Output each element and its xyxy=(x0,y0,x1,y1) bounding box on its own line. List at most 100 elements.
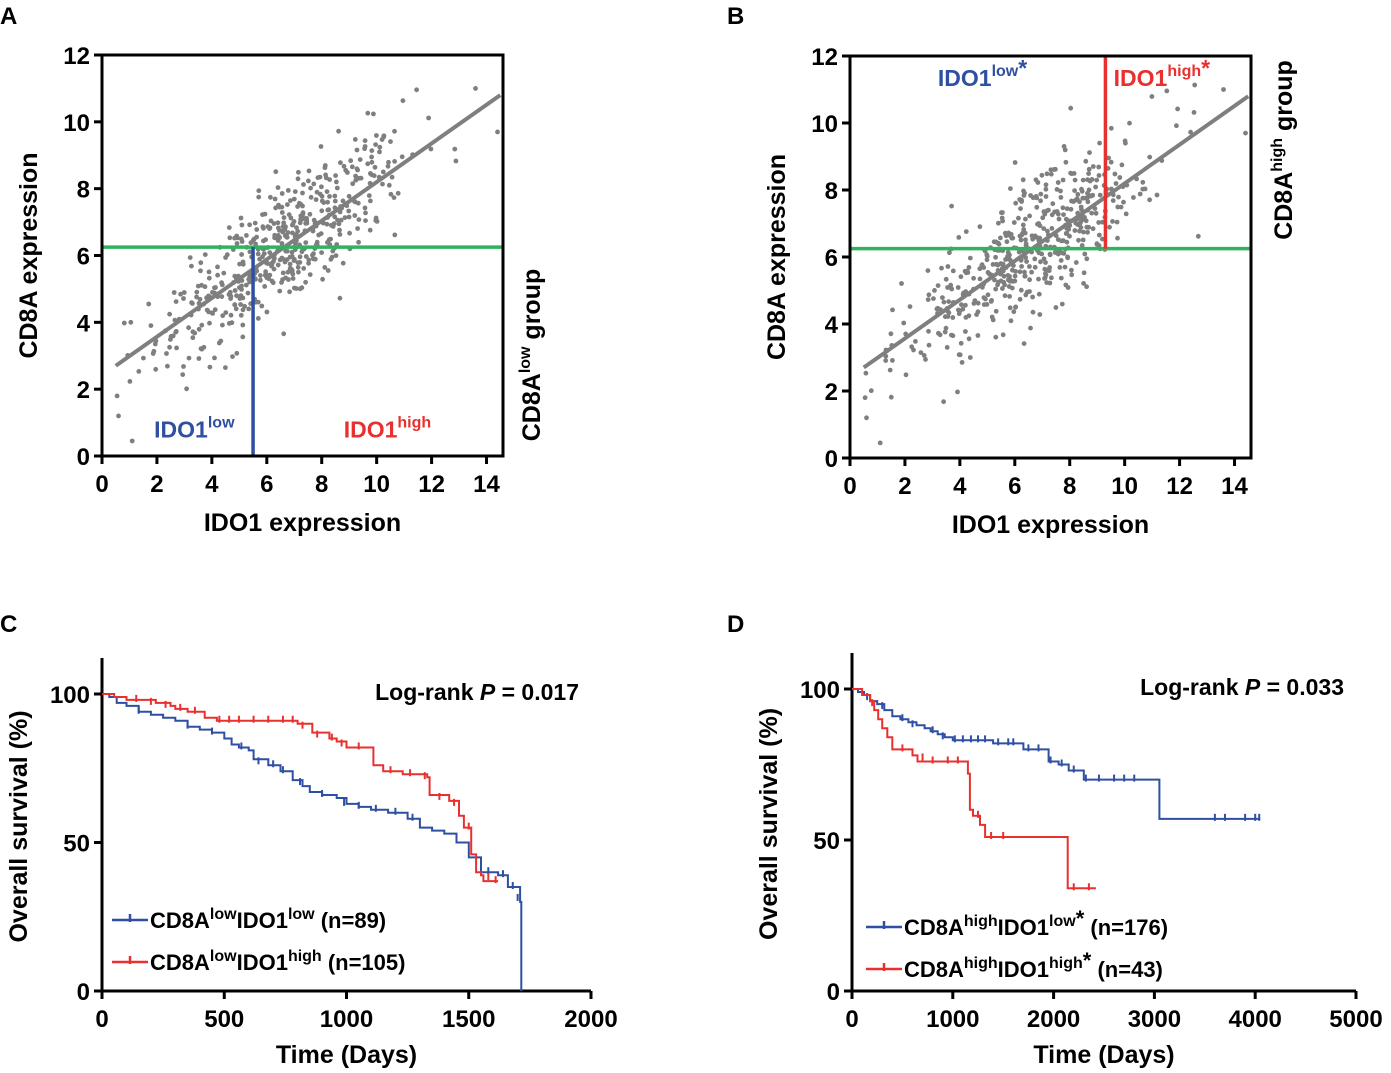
y-tick-label: 8 xyxy=(825,178,838,205)
scatter-point xyxy=(198,260,204,266)
scatter-point xyxy=(340,260,346,266)
scatter-points xyxy=(114,86,500,444)
scatter-point xyxy=(333,173,338,179)
survival-curve xyxy=(102,693,523,991)
scatter-point xyxy=(1082,251,1088,257)
scatter-point xyxy=(206,275,212,281)
scatter-point xyxy=(993,308,999,314)
scatter-point xyxy=(350,181,356,187)
scatter-point xyxy=(204,307,210,313)
x-tick-label: 14 xyxy=(1221,473,1248,500)
scatter-point xyxy=(1054,209,1060,214)
scatter-point xyxy=(273,169,279,175)
scatter-point xyxy=(981,265,987,270)
scatter-point xyxy=(956,235,962,240)
scatter-point xyxy=(1115,235,1120,241)
scatter-point xyxy=(354,166,360,172)
scatter-point xyxy=(942,329,948,335)
scatter-point xyxy=(1142,186,1148,192)
scatter-point xyxy=(899,281,904,286)
x-tick-label: 0 xyxy=(845,1006,858,1033)
scatter-point xyxy=(240,307,246,313)
scatter-point xyxy=(243,282,249,288)
scatter-point xyxy=(1041,256,1047,262)
scatter-point xyxy=(215,272,221,278)
scatter-point xyxy=(197,296,203,302)
scatter-point xyxy=(377,149,382,155)
scatter-point xyxy=(306,257,312,263)
scatter-point xyxy=(939,265,944,271)
scatter-point xyxy=(921,353,927,358)
scatter-point xyxy=(1008,231,1014,237)
scatter-point xyxy=(942,314,948,320)
scatter-point xyxy=(371,173,377,179)
scatter-point xyxy=(966,336,972,342)
scatter-point xyxy=(348,158,354,164)
scatter-point xyxy=(165,363,170,369)
scatter-point xyxy=(347,230,352,236)
scatter-point xyxy=(1043,186,1049,192)
scatter-point xyxy=(271,266,277,272)
scatter-point xyxy=(983,296,988,302)
scatter-point xyxy=(346,214,352,220)
scatter-point xyxy=(325,268,331,273)
scatter-point xyxy=(1057,265,1063,270)
scatter-point xyxy=(944,345,950,350)
scatter-point xyxy=(963,315,969,320)
scatter-point xyxy=(362,205,368,211)
scatter-point xyxy=(288,198,293,204)
x-tick-label: 8 xyxy=(315,471,328,498)
x-tick-label: 1000 xyxy=(320,1006,373,1033)
scatter-point xyxy=(289,249,295,255)
scatter-point xyxy=(1055,180,1061,185)
annotation-base: IDO1 xyxy=(938,65,992,91)
scatter-point xyxy=(1037,312,1043,317)
x-tick-label: 12 xyxy=(1166,473,1193,500)
scatter-point xyxy=(1027,213,1032,219)
scatter-point xyxy=(206,269,212,275)
scatter-point xyxy=(272,196,278,202)
x-tick-label: 4 xyxy=(205,471,219,498)
scatter-point xyxy=(256,188,262,194)
scatter-point xyxy=(308,185,313,191)
scatter-point xyxy=(240,322,246,328)
scatter-point xyxy=(285,202,290,208)
scatter-point xyxy=(1069,267,1074,273)
scatter-point xyxy=(949,286,955,292)
scatter-point xyxy=(1021,193,1027,198)
scatter-point xyxy=(372,164,378,170)
scatter-point xyxy=(296,169,301,175)
scatter-point xyxy=(946,310,952,316)
scatter-point xyxy=(330,248,336,254)
scatter-point xyxy=(1049,226,1055,231)
scatter-point xyxy=(1080,237,1086,243)
scatter-point xyxy=(999,210,1004,216)
scatter-point xyxy=(1060,250,1065,256)
scatter-point xyxy=(1048,171,1054,177)
scatter-point xyxy=(1019,197,1024,203)
legend-text: CD8A xyxy=(904,957,964,982)
scatter-point xyxy=(1018,206,1023,212)
scatter-point xyxy=(337,227,342,233)
scatter-point xyxy=(1062,264,1068,270)
scatter-point xyxy=(367,227,373,233)
scatter-point xyxy=(993,286,999,292)
legend-text: IDO1 xyxy=(237,908,288,933)
scatter-point xyxy=(285,269,291,275)
scatter-point xyxy=(264,309,270,315)
side-label-base: CD8A xyxy=(518,373,546,441)
scatter-point xyxy=(960,306,966,312)
scatter-point xyxy=(277,235,282,240)
scatter-point xyxy=(1121,199,1126,205)
scatter-point xyxy=(1034,235,1040,240)
scatter-point xyxy=(258,277,263,283)
scatter-point xyxy=(963,302,968,308)
x-tick-label: 6 xyxy=(260,471,273,498)
scatter-point xyxy=(1073,220,1079,226)
scatter-point xyxy=(936,330,941,336)
group-annotation: IDO1high xyxy=(344,415,431,443)
scatter-point xyxy=(358,175,364,181)
annotation-base: IDO1 xyxy=(154,417,208,443)
scatter-point xyxy=(1108,125,1114,131)
